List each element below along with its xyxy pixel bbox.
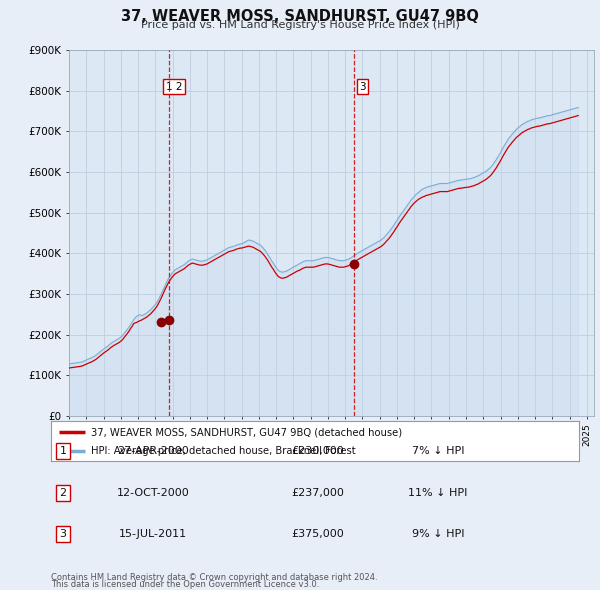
Text: £230,000: £230,000 [292, 447, 344, 456]
Text: Contains HM Land Registry data © Crown copyright and database right 2024.: Contains HM Land Registry data © Crown c… [51, 573, 377, 582]
Text: This data is licensed under the Open Government Licence v3.0.: This data is licensed under the Open Gov… [51, 580, 319, 589]
Text: 9% ↓ HPI: 9% ↓ HPI [412, 529, 464, 539]
Text: 37, WEAVER MOSS, SANDHURST, GU47 9BQ (detached house): 37, WEAVER MOSS, SANDHURST, GU47 9BQ (de… [91, 427, 402, 437]
Text: 7% ↓ HPI: 7% ↓ HPI [412, 447, 464, 456]
Text: £237,000: £237,000 [292, 488, 344, 497]
Text: 11% ↓ HPI: 11% ↓ HPI [409, 488, 467, 497]
Text: 15-JUL-2011: 15-JUL-2011 [119, 529, 187, 539]
Text: 1: 1 [59, 447, 67, 456]
Text: 37, WEAVER MOSS, SANDHURST, GU47 9BQ: 37, WEAVER MOSS, SANDHURST, GU47 9BQ [121, 9, 479, 24]
Text: 12-OCT-2000: 12-OCT-2000 [116, 488, 190, 497]
Text: 1 2: 1 2 [166, 82, 182, 91]
Text: 2: 2 [59, 488, 67, 497]
Text: HPI: Average price, detached house, Bracknell Forest: HPI: Average price, detached house, Brac… [91, 445, 355, 455]
Text: Price paid vs. HM Land Registry's House Price Index (HPI): Price paid vs. HM Land Registry's House … [140, 20, 460, 30]
Text: 27-APR-2000: 27-APR-2000 [117, 447, 189, 456]
Text: 3: 3 [59, 529, 67, 539]
Text: 3: 3 [359, 82, 366, 91]
Text: £375,000: £375,000 [292, 529, 344, 539]
